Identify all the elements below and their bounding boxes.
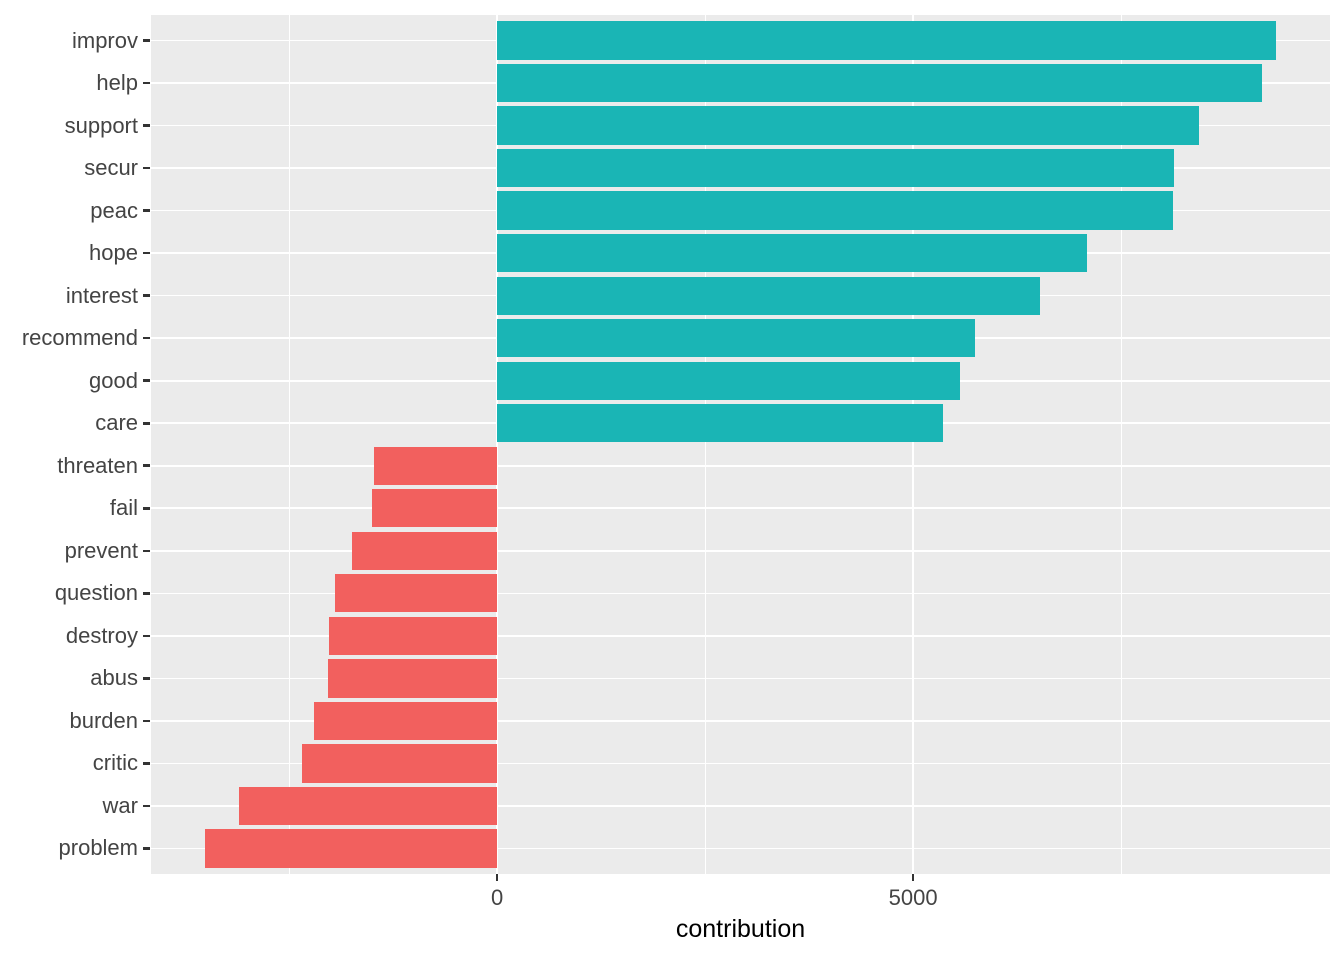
y-tick-critic bbox=[143, 762, 150, 765]
gridline-major-x-5000 bbox=[912, 15, 914, 874]
bar-care bbox=[497, 404, 944, 443]
gridline-minor-x--2500 bbox=[288, 15, 290, 874]
gridline-row-fail bbox=[151, 507, 1330, 510]
gridline-minor-x-7500 bbox=[1120, 15, 1122, 874]
y-axis-label-secur: secur bbox=[84, 155, 138, 181]
x-axis-title: contribution bbox=[675, 915, 806, 943]
y-axis-label-abus: abus bbox=[90, 665, 138, 691]
bar-secur bbox=[497, 148, 1175, 188]
gridline-minor-x-2500 bbox=[704, 15, 706, 874]
bar-interest bbox=[497, 276, 1041, 315]
bar-destroy bbox=[329, 616, 498, 655]
gridline-row-abus bbox=[151, 677, 1330, 680]
y-axis-label-threaten: threaten bbox=[57, 452, 138, 478]
y-axis-label-recommend: recommend bbox=[21, 325, 138, 351]
y-tick-peac bbox=[143, 209, 150, 212]
y-tick-threaten bbox=[143, 464, 150, 468]
y-tick-question bbox=[143, 592, 150, 595]
y-axis-label-prevent: prevent bbox=[64, 537, 138, 563]
gridline-row-question bbox=[151, 592, 1330, 595]
y-axis-label-hope: hope bbox=[89, 240, 138, 266]
y-axis-label-critic: critic bbox=[92, 750, 138, 776]
y-axis-label-peac: peac bbox=[90, 197, 138, 223]
x-tick-5000 bbox=[911, 874, 915, 881]
bar-abus bbox=[328, 659, 498, 698]
y-tick-war bbox=[143, 804, 150, 808]
bar-question bbox=[334, 574, 498, 613]
gridline-row-threaten bbox=[151, 464, 1330, 467]
bar-peac bbox=[497, 191, 1174, 230]
y-tick-destroy bbox=[143, 634, 150, 638]
y-tick-support bbox=[143, 124, 150, 127]
x-tick-0 bbox=[495, 874, 499, 881]
bar-prevent bbox=[352, 531, 498, 570]
gridline-row-war bbox=[151, 805, 1330, 807]
gridline-row-burden bbox=[151, 720, 1330, 722]
x-tick-label-0: 0 bbox=[491, 885, 504, 910]
bar-help bbox=[497, 63, 1263, 103]
gridline-row-critic bbox=[151, 762, 1330, 765]
gridline-row-prevent bbox=[151, 550, 1330, 552]
y-axis-label-fail: fail bbox=[109, 495, 138, 521]
y-tick-fail bbox=[143, 506, 150, 510]
bar-support bbox=[497, 106, 1200, 145]
y-tick-problem bbox=[143, 847, 150, 850]
y-tick-abus bbox=[143, 677, 150, 680]
x-tick-label-5000: 5000 bbox=[888, 885, 938, 910]
y-axis-label-war: war bbox=[102, 792, 138, 818]
y-axis-label-problem: problem bbox=[58, 835, 138, 861]
y-axis-label-question: question bbox=[54, 580, 138, 606]
y-tick-recommend bbox=[143, 336, 150, 340]
bar-burden bbox=[314, 701, 498, 741]
y-axis-label-help: help bbox=[96, 70, 138, 96]
y-tick-improv bbox=[143, 39, 150, 42]
y-axis-label-care: care bbox=[95, 410, 138, 436]
y-tick-hope bbox=[143, 251, 150, 255]
plot-panel bbox=[151, 15, 1330, 874]
y-axis-label-interest: interest bbox=[65, 282, 138, 308]
bar-critic bbox=[302, 744, 498, 783]
y-tick-care bbox=[143, 421, 150, 425]
y-axis-label-good: good bbox=[89, 367, 138, 393]
bar-improv bbox=[497, 21, 1276, 60]
gridline-major-x-0 bbox=[496, 15, 498, 874]
gridline-row-problem bbox=[151, 847, 1330, 850]
bar-recommend bbox=[497, 319, 976, 358]
y-axis-label-improv: improv bbox=[71, 27, 138, 53]
bar-fail bbox=[372, 489, 498, 528]
y-tick-burden bbox=[143, 719, 150, 723]
y-tick-help bbox=[143, 81, 150, 85]
bar-threaten bbox=[373, 446, 498, 485]
y-tick-secur bbox=[143, 166, 150, 170]
y-tick-good bbox=[143, 379, 150, 382]
bar-good bbox=[497, 361, 961, 400]
y-tick-interest bbox=[143, 294, 150, 297]
y-axis-label-support: support bbox=[64, 112, 138, 138]
gridline-row-destroy bbox=[151, 635, 1330, 637]
bar-hope bbox=[497, 234, 1088, 273]
y-tick-prevent bbox=[143, 549, 150, 553]
bar-war bbox=[239, 786, 498, 826]
bar-problem bbox=[205, 829, 498, 868]
y-axis-label-burden: burden bbox=[69, 707, 138, 733]
y-axis-label-destroy: destroy bbox=[65, 622, 138, 648]
